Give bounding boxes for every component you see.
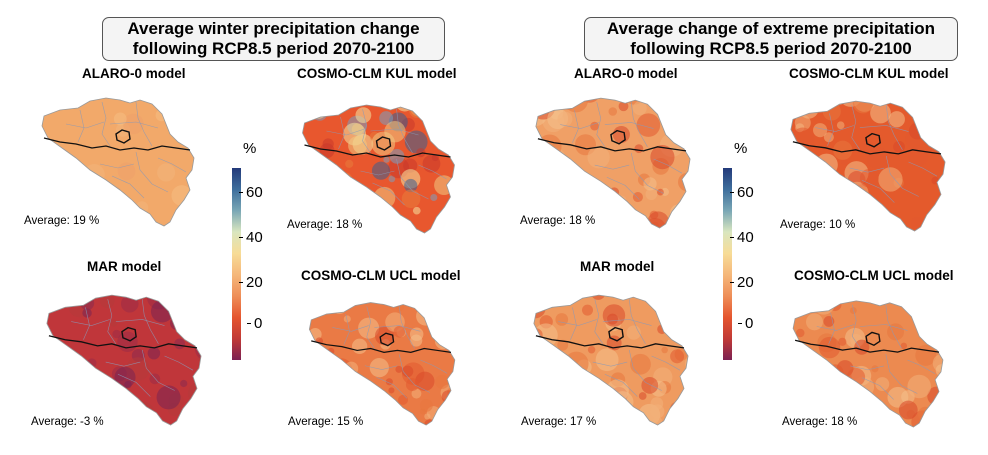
colorbar-unit-right: %: [734, 140, 748, 157]
colorbar-tick: 60: [730, 184, 754, 201]
map-winter-kul: [302, 104, 455, 234]
title-line-1: Average winter precipitation change: [127, 19, 420, 38]
colorbar-tick: 0: [737, 315, 754, 332]
average-label-extreme-kul: Average: 10 %: [780, 219, 856, 231]
average-label-winter-alaro: Average: 19 %: [24, 215, 100, 227]
colorbar-left: [232, 168, 241, 360]
panel-title-extreme-mar: MAR model: [580, 259, 655, 274]
panel-title-winter-alaro: ALARO-0 model: [82, 66, 186, 81]
map-winter-ucl: [308, 302, 456, 426]
panel-title-winter-kul: COSMO-CLM KUL model: [297, 66, 457, 81]
colorbar-tick: 20: [239, 274, 263, 291]
map-extreme-mar: [533, 294, 689, 426]
colorbar-tick: 0: [246, 315, 263, 332]
panel-title-extreme-ucl: COSMO-CLM UCL model: [794, 268, 954, 283]
colorbar-tick: 60: [239, 184, 263, 201]
map-winter-alaro: [41, 97, 195, 227]
colorbar-right: [723, 168, 732, 360]
colorbar-tick: 20: [730, 274, 754, 291]
average-label-winter-mar: Average: -3 %: [31, 416, 104, 428]
title-line-1: Average change of extreme precipitation: [606, 19, 936, 38]
title-line-2: following RCP8.5 period 2070-2100: [132, 39, 415, 58]
title-line-2: following RCP8.5 period 2070-2100: [630, 39, 912, 58]
colorbar-tick: 40: [730, 229, 754, 246]
average-label-winter-kul: Average: 18 %: [287, 219, 363, 231]
panel-title-winter-mar: MAR model: [87, 259, 162, 274]
average-label-winter-ucl: Average: 15 %: [288, 416, 364, 428]
figure-title-extreme: Average change of extreme precipitation …: [584, 17, 958, 61]
map-extreme-alaro: [535, 97, 691, 229]
map-winter-mar: [46, 294, 202, 426]
panel-title-extreme-kul: COSMO-CLM KUL model: [789, 66, 949, 81]
map-extreme-ucl: [792, 300, 944, 428]
panel-title-extreme-alaro: ALARO-0 model: [574, 66, 678, 81]
colorbar-tick: 40: [239, 229, 263, 246]
map-extreme-kul: [790, 100, 946, 232]
average-label-extreme-ucl: Average: 18 %: [782, 416, 858, 428]
figure-title-winter: Average winter precipitation change foll…: [102, 17, 445, 61]
average-label-extreme-mar: Average: 17 %: [521, 416, 597, 428]
average-label-extreme-alaro: Average: 18 %: [520, 215, 596, 227]
colorbar-unit-left: %: [243, 140, 257, 157]
panel-title-winter-ucl: COSMO-CLM UCL model: [301, 268, 461, 283]
